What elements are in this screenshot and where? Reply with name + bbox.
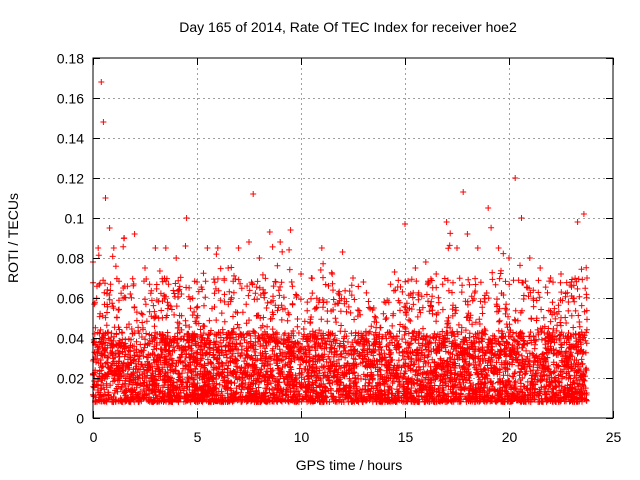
x-tick-label: 0 (90, 429, 98, 445)
x-axis-label: GPS time / hours (296, 457, 403, 473)
y-tick-label: 0.06 (57, 291, 84, 307)
y-tick-label: 0.14 (57, 131, 84, 147)
x-tick-label: 20 (502, 429, 518, 445)
y-tick-label: 0.16 (57, 91, 84, 107)
y-tick-label: 0.1 (65, 211, 85, 227)
axis-ticks: 0 0.02 0.04 0.06 0.08 0.1 0.12 0.14 0.16 0.18 0 5 10… (57, 51, 622, 446)
y-tick-label: 0.04 (57, 331, 84, 347)
x-tick-label: 5 (194, 429, 202, 445)
x-tick-label: 25 (606, 429, 622, 445)
scatter-markers (90, 79, 590, 405)
y-axis-label: ROTI / TECUs (5, 193, 21, 283)
y-tick-label: 0.18 (57, 51, 84, 67)
data-points (90, 79, 590, 405)
plot-frame (92, 57, 614, 419)
y-tick-label: 0.08 (57, 251, 84, 267)
chart-title: Day 165 of 2014, Rate Of TEC Index for r… (179, 19, 517, 35)
y-tick-label: 0.12 (57, 171, 84, 187)
y-tick-label: 0 (76, 411, 84, 427)
y-tick-label: 0.02 (57, 371, 84, 387)
x-tick-label: 10 (294, 429, 310, 445)
x-tick-label: 15 (398, 429, 414, 445)
